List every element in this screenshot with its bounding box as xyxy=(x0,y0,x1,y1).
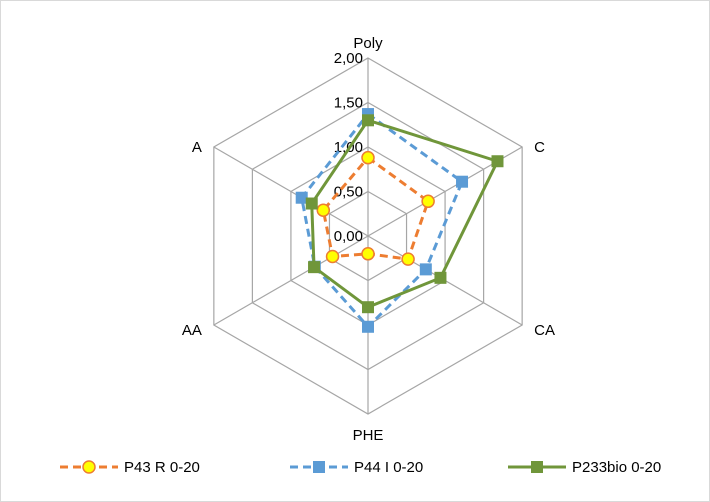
legend-marker xyxy=(82,460,96,474)
legend-marker xyxy=(531,461,543,473)
data-point xyxy=(401,252,415,266)
data-point xyxy=(361,247,375,261)
legend-label: P44 I 0-20 xyxy=(354,459,423,476)
tick-labels: 0,000,501,001,502,00 xyxy=(334,50,363,245)
data-point xyxy=(362,320,374,333)
data-point xyxy=(361,150,375,165)
tick-label: 2,00 xyxy=(334,50,363,67)
series-p233bio-0-20 xyxy=(305,114,504,314)
axis-label-poly: Poly xyxy=(353,35,383,52)
data-point xyxy=(295,191,308,204)
data-point xyxy=(491,155,504,168)
axis-label-c: C xyxy=(534,139,545,156)
axis-label-a: A xyxy=(192,139,202,156)
data-point xyxy=(305,197,318,210)
tick-label: 0,00 xyxy=(334,228,363,245)
legend-label: P233bio 0-20 xyxy=(572,459,661,476)
legend-label: P43 R 0-20 xyxy=(124,459,200,476)
axis-label-aa: AA xyxy=(182,322,202,339)
data-point xyxy=(419,263,432,276)
series-p43-r-0-20 xyxy=(316,150,435,266)
data-point xyxy=(362,301,374,314)
series-p44-i-0-20 xyxy=(295,108,469,333)
data-point xyxy=(456,175,469,188)
legend: P43 R 0-20 P44 I 0-20 P233bio 0-20 xyxy=(60,459,661,476)
data-point xyxy=(434,271,447,284)
data-point xyxy=(325,249,340,264)
legend-marker xyxy=(313,461,325,473)
axis-spoke xyxy=(213,235,369,326)
tick-label: 0,50 xyxy=(334,184,363,201)
axis-spoke xyxy=(213,146,369,237)
axis-label-ca: CA xyxy=(534,322,555,339)
tick-label: 1,50 xyxy=(334,95,363,112)
legend-item-p43-r-0-20: P43 R 0-20 xyxy=(60,459,200,476)
data-point xyxy=(308,261,321,274)
axis-label-phe: PHE xyxy=(353,427,384,444)
legend-item-p233bio-0-20: P233bio 0-20 xyxy=(508,459,661,476)
data-point xyxy=(421,194,435,209)
series-layer xyxy=(295,108,504,333)
data-point xyxy=(316,203,331,217)
data-point xyxy=(362,114,374,127)
legend-item-p44-i-0-20: P44 I 0-20 xyxy=(290,459,423,476)
